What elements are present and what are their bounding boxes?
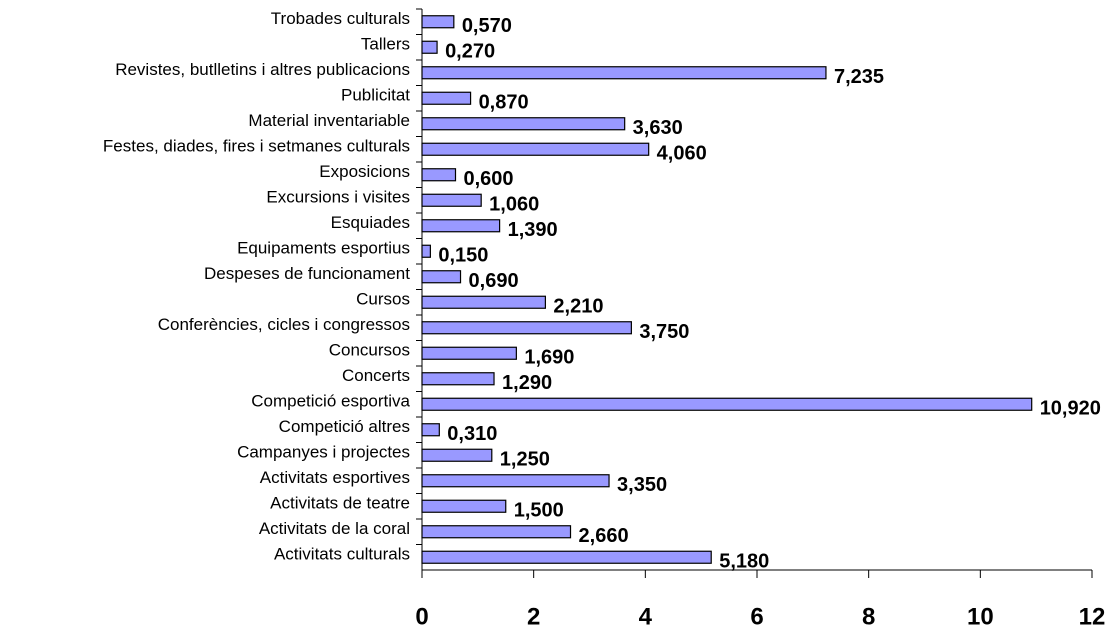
bar bbox=[421, 499, 507, 513]
data-label: 7,235 bbox=[834, 66, 884, 88]
bar bbox=[421, 474, 610, 488]
data-label: 2,660 bbox=[579, 525, 629, 547]
bar bbox=[421, 40, 438, 54]
x-tick-label: 6 bbox=[750, 603, 763, 630]
bar bbox=[421, 117, 626, 131]
y-tick-label: Material inventariable bbox=[248, 111, 410, 130]
x-tick-label: 4 bbox=[639, 603, 653, 630]
y-tick-label: Activitats esportives bbox=[260, 468, 410, 487]
bar bbox=[421, 295, 546, 309]
data-label: 3,630 bbox=[633, 117, 683, 139]
bar bbox=[421, 525, 572, 539]
data-label: 0,270 bbox=[445, 41, 495, 63]
y-tick-label: Esquiades bbox=[331, 213, 410, 232]
bar bbox=[421, 168, 457, 182]
y-tick-label: Tallers bbox=[361, 35, 410, 54]
data-label: 0,310 bbox=[447, 423, 497, 445]
y-tick-label: Exposicions bbox=[319, 162, 410, 181]
y-tick-label: Publicitat bbox=[341, 86, 410, 105]
data-label: 3,750 bbox=[639, 321, 689, 343]
y-tick-label: Campanyes i projectes bbox=[237, 443, 410, 462]
y-tick-label: Equipaments esportius bbox=[237, 239, 410, 258]
data-label: 0,570 bbox=[462, 15, 512, 37]
data-label: 5,180 bbox=[719, 551, 769, 573]
bar bbox=[421, 91, 472, 105]
y-tick-label: Competició esportiva bbox=[251, 392, 410, 411]
data-label: 4,060 bbox=[657, 143, 707, 165]
bar bbox=[421, 270, 462, 284]
bar bbox=[421, 15, 455, 29]
y-tick-label: Concerts bbox=[342, 366, 410, 385]
data-label: 0,690 bbox=[469, 270, 519, 292]
data-label: 3,350 bbox=[617, 474, 667, 496]
y-tick-label: Festes, diades, fires i setmanes cultura… bbox=[103, 137, 410, 156]
bar bbox=[421, 244, 431, 258]
bar bbox=[421, 219, 501, 233]
bar bbox=[421, 550, 712, 564]
x-tick-label: 10 bbox=[967, 603, 994, 630]
data-label: 1,390 bbox=[508, 219, 558, 241]
data-label: 1,290 bbox=[502, 372, 552, 394]
data-label: 0,150 bbox=[438, 245, 488, 267]
y-tick-label: Despeses de funcionament bbox=[204, 264, 410, 283]
bar bbox=[421, 142, 650, 156]
x-tick-label: 8 bbox=[862, 603, 875, 630]
data-label: 10,920 bbox=[1040, 398, 1101, 420]
y-tick-label: Trobades culturals bbox=[271, 9, 410, 28]
data-label: 1,690 bbox=[524, 347, 574, 369]
y-tick-label: Competició altres bbox=[279, 417, 410, 436]
x-tick-label: 12 bbox=[1079, 603, 1106, 630]
y-tick-label: Conferències, cicles i congressos bbox=[158, 315, 410, 334]
data-label: 0,600 bbox=[464, 168, 514, 190]
bar bbox=[421, 372, 495, 386]
bar bbox=[421, 397, 1033, 411]
bar bbox=[421, 321, 632, 335]
bar bbox=[421, 423, 440, 437]
bar bbox=[421, 346, 517, 360]
y-tick-label: Activitats culturals bbox=[274, 545, 410, 564]
data-label: 1,500 bbox=[514, 500, 564, 522]
data-label: 1,060 bbox=[489, 194, 539, 216]
y-tick-label: Activitats de la coral bbox=[259, 519, 410, 538]
data-label: 1,250 bbox=[500, 449, 550, 471]
bar bbox=[421, 193, 482, 207]
y-tick-label: Revistes, butlletins i altres publicacio… bbox=[115, 60, 410, 79]
bar bbox=[421, 448, 493, 462]
x-tick-label: 0 bbox=[415, 603, 428, 630]
y-tick-label: Cursos bbox=[356, 290, 410, 309]
y-tick-label: Concursos bbox=[329, 341, 410, 360]
x-tick-label: 2 bbox=[527, 603, 540, 630]
y-tick-label: Activitats de teatre bbox=[270, 494, 410, 513]
bar bbox=[421, 66, 827, 80]
data-label: 0,870 bbox=[479, 92, 529, 114]
y-tick-label: Excursions i visites bbox=[266, 188, 410, 207]
data-label: 2,210 bbox=[553, 296, 603, 318]
